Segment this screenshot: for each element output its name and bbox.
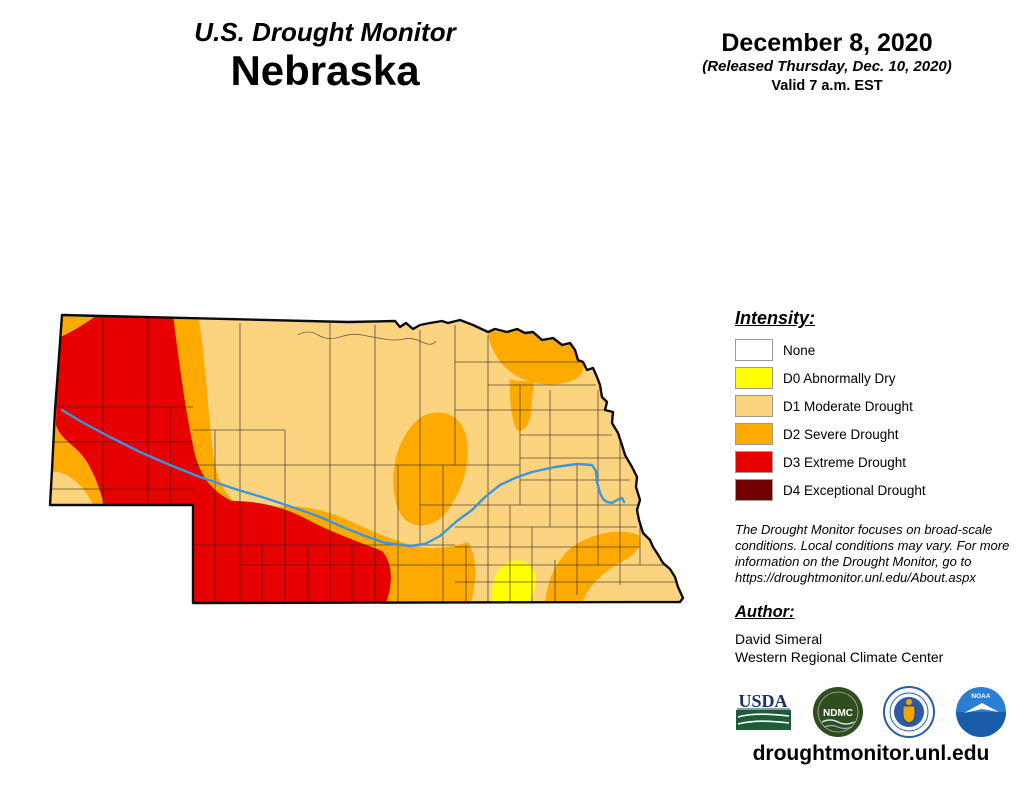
none-swatch: [735, 339, 773, 361]
valid-time: Valid 7 a.m. EST: [771, 77, 883, 94]
legend-item-d4: D4 Exceptional Drought: [735, 479, 1015, 501]
drought-region-d2-northeast-finger: [509, 379, 534, 431]
page-title: U.S. Drought Monitor: [194, 17, 456, 47]
d1-swatch: [735, 395, 773, 417]
noaa-logo: NOAA: [955, 687, 1006, 737]
legend-label: None: [783, 342, 816, 358]
usda-logo: USDA: [735, 690, 792, 734]
drought-region-d2-southeast: [545, 531, 640, 603]
d2-swatch: [735, 423, 773, 445]
title-block: U.S. Drought Monitor Nebraska: [150, 18, 500, 95]
nebraska-state-border: [48, 313, 685, 605]
legend-label: D4 Exceptional Drought: [783, 482, 926, 498]
svg-text:USDA: USDA: [738, 691, 787, 711]
nebraska-drought-map: [48, 313, 685, 605]
author-block: Author: David Simeral Western Regional C…: [735, 603, 1024, 666]
author-heading: Author:: [735, 603, 795, 621]
svg-text:NOAA: NOAA: [971, 693, 990, 700]
footer-url: droughtmonitor.unl.edu: [752, 742, 990, 765]
legend-item-d0: D0 Abnormally Dry: [735, 367, 1015, 389]
niobrara-river-line: [297, 331, 437, 345]
platte-river: [60, 408, 626, 548]
legend-item-d3: D3 Extreme Drought: [735, 451, 1015, 473]
legend-item-d1: D1 Moderate Drought: [735, 395, 1015, 417]
disclaimer-text: The Drought Monitor focuses on broad-sca…: [735, 522, 1010, 585]
intensity-legend: Intensity: None D0 Abnormally Dry D1 Mod…: [735, 308, 1015, 507]
d3-swatch: [735, 451, 773, 473]
drought-region-d1-sw-wedge: [50, 471, 93, 505]
county-boundaries: [50, 315, 678, 603]
drought-region-d2-northeast: [488, 329, 584, 385]
author-name: David Simeral: [735, 631, 823, 647]
d0-swatch: [735, 367, 773, 389]
legend-label: D1 Moderate Drought: [783, 398, 913, 414]
d4-swatch: [735, 479, 773, 501]
legend-label: D2 Severe Drought: [783, 426, 899, 442]
commerce-seal-logo: [883, 686, 936, 738]
map-date: December 8, 2020: [721, 29, 933, 57]
legend-label: D3 Extreme Drought: [783, 454, 907, 470]
legend-heading: Intensity:: [735, 308, 816, 328]
state-name-title: Nebraska: [230, 46, 420, 94]
drought-region-d3: [56, 315, 391, 603]
drought-region-d2-central: [393, 412, 468, 526]
date-block: December 8, 2020 (Released Thursday, Dec…: [660, 28, 994, 96]
legend-item-none: None: [735, 339, 1015, 361]
agency-logos: USDA NDMC NOAA: [735, 686, 1007, 738]
svg-text:NDMC: NDMC: [823, 708, 853, 719]
release-date: (Released Thursday, Dec. 10, 2020): [702, 58, 952, 75]
legend-label: D0 Abnormally Dry: [783, 370, 896, 386]
author-org: Western Regional Climate Center: [735, 649, 944, 666]
legend-item-d2: D2 Severe Drought: [735, 423, 1015, 445]
ndmc-logo: NDMC: [812, 687, 863, 737]
